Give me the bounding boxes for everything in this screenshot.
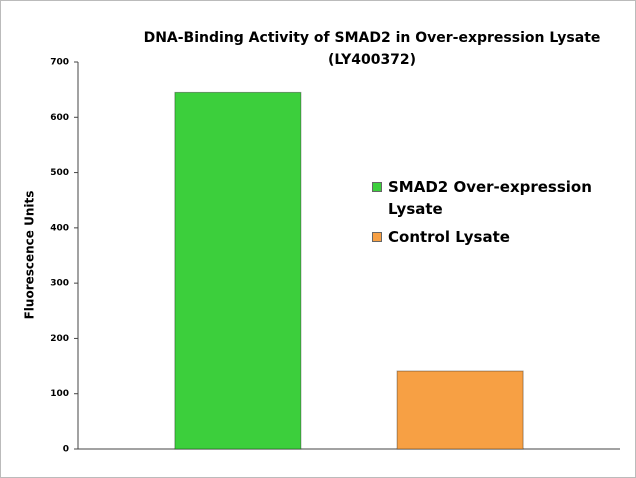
y-tick-label: 400 bbox=[50, 223, 69, 233]
y-tick-label: 700 bbox=[50, 58, 69, 68]
chart-title: DNA-Binding Activity of SMAD2 in Over-ex… bbox=[144, 30, 601, 46]
y-tick-label: 500 bbox=[50, 168, 69, 178]
bar bbox=[174, 91, 302, 450]
y-tick-label: 0 bbox=[63, 445, 69, 455]
legend-label: SMAD2 Over-expression Lysate bbox=[388, 178, 592, 218]
legend: SMAD2 Over-expression Lysate Control Lysa… bbox=[372, 176, 634, 254]
legend-swatch bbox=[372, 182, 382, 192]
legend-swatch bbox=[372, 232, 382, 242]
legend-item: Control Lysate bbox=[372, 226, 634, 248]
y-axis-label: Fluorescence Units bbox=[23, 191, 37, 320]
y-tick-label: 200 bbox=[50, 334, 69, 344]
y-tick-label: 300 bbox=[50, 279, 69, 289]
chart-title: (LY400372) bbox=[328, 52, 416, 68]
legend-item: SMAD2 Over-expression Lysate bbox=[372, 176, 634, 220]
y-tick-label: 100 bbox=[50, 389, 69, 399]
y-tick-label: 600 bbox=[50, 113, 69, 123]
legend-label: Control Lysate bbox=[388, 228, 510, 246]
bar bbox=[396, 370, 524, 450]
